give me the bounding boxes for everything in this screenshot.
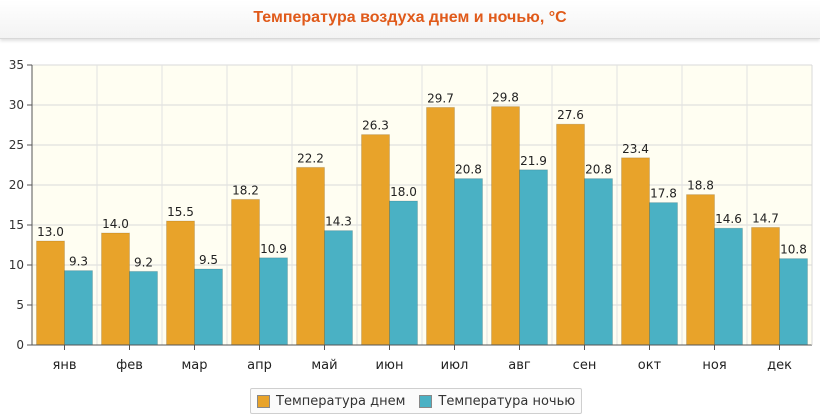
x-tick-label: дек bbox=[767, 358, 792, 373]
bar-night bbox=[454, 178, 483, 346]
bar-night bbox=[779, 258, 808, 346]
y-tick-label: 30 bbox=[9, 98, 24, 112]
bar-day bbox=[751, 226, 780, 346]
data-label: 17.8 bbox=[650, 187, 677, 201]
data-label: 14.0 bbox=[102, 217, 129, 231]
bar-night bbox=[649, 202, 678, 346]
data-label: 14.6 bbox=[715, 212, 742, 226]
data-label: 22.2 bbox=[297, 151, 324, 165]
x-tick-label: янв bbox=[53, 358, 77, 373]
data-label: 13.0 bbox=[37, 225, 64, 239]
data-label: 9.2 bbox=[134, 255, 153, 269]
y-tick-label: 25 bbox=[9, 138, 24, 152]
y-tick-label: 5 bbox=[16, 298, 24, 312]
bar-day bbox=[36, 240, 65, 346]
data-label: 10.8 bbox=[780, 243, 807, 257]
bar-day bbox=[556, 123, 585, 346]
data-label: 14.3 bbox=[325, 215, 352, 229]
bar-night bbox=[259, 257, 288, 346]
bar-night bbox=[324, 230, 353, 346]
data-label: 29.7 bbox=[427, 91, 454, 105]
bar-night bbox=[64, 270, 93, 346]
data-label: 26.3 bbox=[362, 119, 389, 133]
data-label: 18.2 bbox=[232, 183, 259, 197]
data-label: 9.3 bbox=[69, 255, 88, 269]
legend-item-day[interactable]: Температура днем bbox=[257, 394, 405, 409]
bar-day bbox=[361, 134, 390, 346]
x-tick-label: июн bbox=[376, 358, 404, 373]
legend-item-night[interactable]: Температура ночью bbox=[419, 394, 575, 409]
data-label: 27.6 bbox=[557, 108, 584, 122]
legend: Температура днем Температура ночью bbox=[250, 388, 583, 414]
bar-day bbox=[166, 220, 195, 346]
bar-night bbox=[584, 178, 613, 346]
bar-night bbox=[194, 268, 223, 346]
x-tick-label: ноя bbox=[702, 358, 726, 373]
x-tick-label: апр bbox=[247, 358, 272, 373]
bar-day bbox=[426, 106, 455, 346]
data-label: 18.0 bbox=[390, 185, 417, 199]
bar-day bbox=[621, 157, 650, 346]
x-tick-label: авг bbox=[508, 358, 531, 373]
bar-day bbox=[296, 166, 325, 346]
bar-night bbox=[129, 270, 158, 346]
x-tick-label: июл bbox=[441, 358, 469, 373]
data-label: 15.5 bbox=[167, 205, 194, 219]
legend-label-night: Температура ночью bbox=[438, 393, 576, 409]
bar-day bbox=[101, 232, 130, 346]
legend-label-day: Температура днем bbox=[276, 393, 406, 409]
bar-day bbox=[231, 198, 260, 346]
y-tick-label: 0 bbox=[16, 338, 24, 352]
y-tick-label: 15 bbox=[9, 218, 24, 232]
data-label: 20.8 bbox=[455, 163, 482, 177]
x-tick-label: май bbox=[311, 358, 337, 373]
chart-title: Температура воздуха днем и ночью, °C bbox=[253, 9, 567, 26]
bar-night bbox=[714, 227, 743, 346]
y-tick-label: 20 bbox=[9, 178, 24, 192]
bar-night bbox=[389, 200, 418, 346]
x-tick-label: окт bbox=[638, 358, 662, 373]
data-label: 21.9 bbox=[520, 154, 547, 168]
legend-swatch-night bbox=[419, 394, 433, 408]
data-label: 20.8 bbox=[585, 163, 612, 177]
x-tick-label: сен bbox=[573, 358, 597, 373]
y-tick-label: 10 bbox=[9, 258, 24, 272]
temperature-chart: 0 5 10 15 20 25 30 35 13.0 9.3 янв 14.0 9.2 фев 15.5 9.… bbox=[9, 58, 813, 373]
data-label: 29.8 bbox=[492, 91, 519, 105]
data-label: 9.5 bbox=[199, 253, 218, 267]
bar-day bbox=[491, 106, 520, 346]
title-bar: Температура воздуха днем и ночью, °C bbox=[0, 0, 820, 39]
data-label: 10.9 bbox=[260, 242, 287, 256]
x-tick-label: мар bbox=[181, 358, 207, 373]
data-label: 14.7 bbox=[752, 211, 779, 225]
y-tick-label: 35 bbox=[9, 58, 24, 72]
x-tick-label: фев bbox=[116, 358, 143, 373]
bar-day bbox=[686, 194, 715, 346]
bar-night bbox=[519, 169, 548, 346]
legend-swatch-day bbox=[257, 394, 270, 408]
data-label: 18.8 bbox=[687, 179, 714, 193]
data-label: 23.4 bbox=[622, 142, 649, 156]
